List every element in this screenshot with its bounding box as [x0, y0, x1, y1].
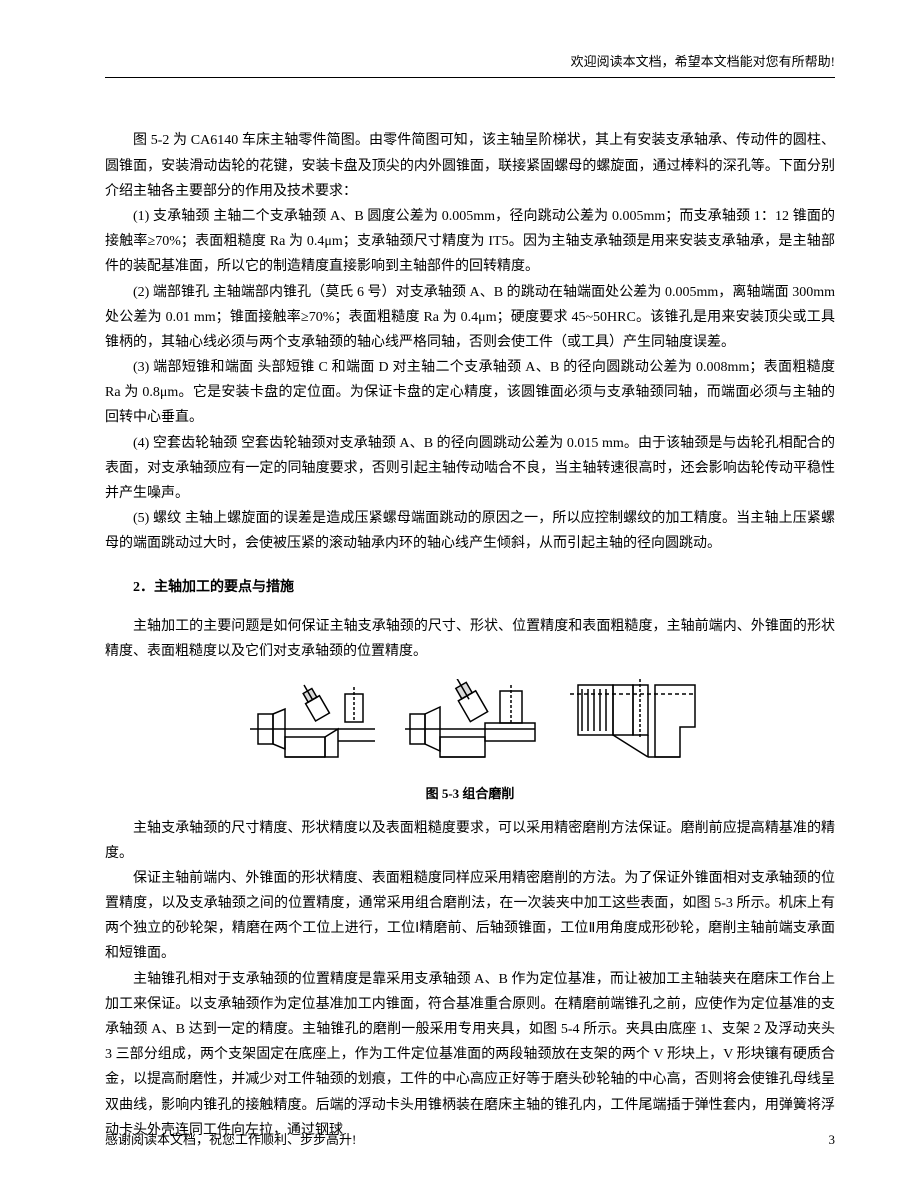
paragraph-intro: 图 5-2 为 CA6140 车床主轴零件简图。由零件简图可知，该主轴呈阶梯状，…: [105, 128, 835, 204]
document-content: 图 5-2 为 CA6140 车床主轴零件简图。由零件简图可知，该主轴呈阶梯状，…: [105, 128, 835, 1143]
paragraph-3: 主轴支承轴颈的尺寸精度、形状精度以及表面粗糙度要求，可以采用精密磨削方法保证。磨…: [105, 816, 835, 866]
header-text: 欢迎阅读本文档，希望本文档能对您有所帮助!: [105, 50, 835, 77]
item-1: (1) 支承轴颈 主轴二个支承轴颈 A、B 圆度公差为 0.005mm，径向跳动…: [105, 204, 835, 280]
paragraph-5: 主轴锥孔相对于支承轴颈的位置精度是靠采用支承轴颈 A、B 作为定位基准，而让被加…: [105, 967, 835, 1143]
figure-5-3: 图 5-3 组合磨削: [105, 679, 835, 805]
page-number: 3: [829, 1128, 836, 1151]
paragraph-4: 保证主轴前端内、外锥面的形状精度、表面粗糙度同样应采用精密磨削的方法。为了保证外…: [105, 866, 835, 967]
section-2-title: 2．主轴加工的要点与措施: [105, 575, 835, 600]
item-4: (4) 空套齿轮轴颈 空套齿轮轴颈对支承轴颈 A、B 的径向圆跳动公差为 0.0…: [105, 431, 835, 507]
grinding-diagram-icon: [230, 679, 710, 774]
item-2: (2) 端部锥孔 主轴端部内锥孔（莫氏 6 号）对支承轴颈 A、B 的跳动在轴端…: [105, 280, 835, 356]
paragraph-2: 主轴加工的主要问题是如何保证主轴支承轴颈的尺寸、形状、位置精度和表面粗糙度，主轴…: [105, 614, 835, 664]
header-rule: 欢迎阅读本文档，希望本文档能对您有所帮助!: [105, 50, 835, 78]
page-footer: 感谢阅读本文档，祝您工作顺利、步步高升! 3: [105, 1128, 835, 1151]
figure-5-3-caption: 图 5-3 组合磨削: [105, 782, 835, 805]
footer-text: 感谢阅读本文档，祝您工作顺利、步步高升!: [105, 1128, 356, 1151]
item-3: (3) 端部短锥和端面 头部短锥 C 和端面 D 对主轴二个支承轴颈 A、B 的…: [105, 355, 835, 431]
item-5: (5) 螺纹 主轴上螺旋面的误差是造成压紧螺母端面跳动的原因之一，所以应控制螺纹…: [105, 506, 835, 556]
